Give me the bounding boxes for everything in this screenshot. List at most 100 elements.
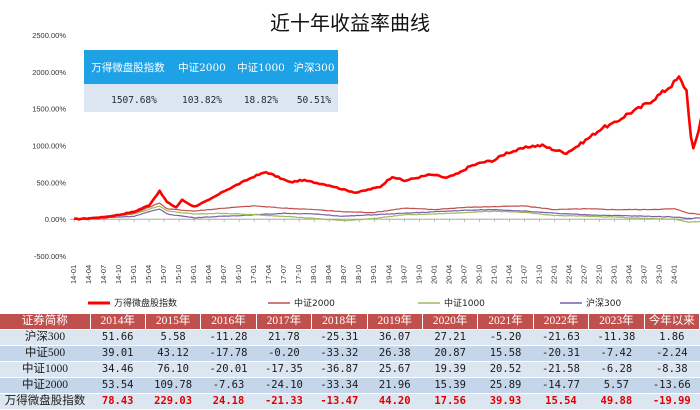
table-cell: -36.87 xyxy=(311,361,368,378)
table-cell: 34.46 xyxy=(90,361,146,378)
info-header: 沪深300 xyxy=(293,61,334,74)
info-value: 50.51% xyxy=(297,95,332,106)
x-tick-label: 16-04 xyxy=(204,265,213,284)
x-tick-label: 23-04 xyxy=(624,265,633,284)
table-column-header: 证券简称 xyxy=(0,314,91,330)
x-tick-label: 16-07 xyxy=(219,265,228,284)
info-value: 103.82% xyxy=(182,95,222,106)
table-cell: -6.28 xyxy=(588,361,645,378)
cumulative-return-box: 万得微盘股指数 中证2000 中证1000 沪深300 1507.68% 103.82%… xyxy=(84,50,338,112)
x-tick-label: 20-01 xyxy=(429,265,438,284)
series-line-2 xyxy=(73,205,700,223)
x-tick-label: 15-01 xyxy=(129,265,138,284)
info-header: 中证2000 xyxy=(178,61,226,74)
table-cell: -5.20 xyxy=(477,329,534,346)
x-tick-label: 20-10 xyxy=(474,265,483,284)
x-tick-label: 22-04 xyxy=(564,265,573,284)
y-tick-label: 1500.00% xyxy=(32,105,66,114)
x-tick-label: 15-10 xyxy=(174,265,183,284)
x-tick-label: 22-07 xyxy=(579,265,588,284)
table-cell: 24.18 xyxy=(200,393,257,409)
table-cell: -20.01 xyxy=(200,361,257,378)
table-column-header: 2021年 xyxy=(477,314,534,330)
table-cell: 25.67 xyxy=(367,361,423,378)
x-tick-label: 17-07 xyxy=(279,265,288,284)
legend-label: 中证2000 xyxy=(294,297,335,309)
table-cell: 27.21 xyxy=(422,329,478,346)
table-row: 中证1000 34.46 76.10 -20.01 -17.35 -36.87 25.67 1… xyxy=(0,361,700,378)
table-cell: 39.93 xyxy=(477,393,534,409)
x-tick-label: 18-04 xyxy=(324,265,333,284)
table-cell: 1.86 xyxy=(644,329,700,346)
table-row: 中证2000 53.54 109.78 -7.63 -24.10 -33.34 21.96 1… xyxy=(0,377,700,394)
table-cell: 20.52 xyxy=(477,361,534,378)
x-tick-label: 16-01 xyxy=(189,265,198,284)
table-cell: 20.87 xyxy=(422,345,478,362)
table-column-header: 2022年 xyxy=(533,314,590,330)
x-tick-label: 15-04 xyxy=(144,265,153,284)
info-header: 中证1000 xyxy=(237,61,285,74)
info-value: 1507.68% xyxy=(111,95,157,106)
x-tick-label: 17-01 xyxy=(249,265,258,284)
table-row-label: 中证1000 xyxy=(0,361,90,378)
x-tick-label: 22-10 xyxy=(594,265,603,284)
table-row-label: 中证2000 xyxy=(0,377,90,394)
x-tick-label: 21-10 xyxy=(534,265,543,284)
x-tick-label: 17-10 xyxy=(294,265,303,284)
table-cell: -20.31 xyxy=(533,345,589,362)
y-tick-label: 0.00% xyxy=(45,215,67,224)
table-row-label: 万得微盘股指数 xyxy=(0,393,90,409)
table-cell: 49.88 xyxy=(588,393,645,409)
table-cell: -21.58 xyxy=(533,361,589,378)
x-tick-label: 21-01 xyxy=(489,265,498,284)
table-cell: 21.96 xyxy=(367,377,423,394)
table-cell: -7.63 xyxy=(200,377,257,394)
table-cell: -2.24 xyxy=(644,345,700,362)
x-tick-label: 19-10 xyxy=(414,265,423,284)
x-tick-label: 18-10 xyxy=(354,265,363,284)
table-cell: -33.34 xyxy=(311,377,368,394)
x-tick-label: 24-01 xyxy=(669,265,678,284)
y-tick-label: 2000.00% xyxy=(32,68,66,77)
x-tick-label: 19-07 xyxy=(399,265,408,284)
y-axis: 2500.00% 2000.00% 1500.00% 1000.00% 500.00% 0… xyxy=(32,31,66,261)
table-cell: 15.54 xyxy=(533,393,589,409)
x-tick-label: 15-07 xyxy=(159,265,168,284)
x-tick-label: 14-04 xyxy=(84,265,93,284)
table-column-header: 2020年 xyxy=(422,314,479,330)
table-cell: 109.78 xyxy=(145,377,201,394)
table-cell: -17.78 xyxy=(200,345,257,362)
x-tick-label: 23-07 xyxy=(639,265,648,284)
table-row: 中证500 39.01 43.12 -17.78 -0.20 -33.32 26.38 20.… xyxy=(0,345,700,362)
table-column-header: 2023年 xyxy=(588,314,645,330)
table-row-label: 中证500 xyxy=(0,345,90,362)
x-axis: 14-01 14-04 14-07 14-10 15-01 15-04 15-07 15-10… xyxy=(69,218,692,284)
table-cell: -11.38 xyxy=(588,329,645,346)
x-tick-label: 23-01 xyxy=(609,265,618,284)
legend-label: 万得微盘股指数 xyxy=(114,297,177,309)
x-tick-label: 21-04 xyxy=(504,265,513,284)
table-cell: -14.77 xyxy=(533,377,589,394)
table-header-row: 证券简称 2014年 2015年 2016年 2017年 2018年 2019年 2020年 2… xyxy=(0,314,700,330)
chart-title: 近十年收益率曲线 xyxy=(270,11,430,35)
table-cell: 36.07 xyxy=(367,329,423,346)
table-cell: -11.28 xyxy=(200,329,257,346)
table-cell: 25.89 xyxy=(477,377,534,394)
table-column-header: 2015年 xyxy=(145,314,202,330)
table-cell: -0.20 xyxy=(256,345,312,362)
x-tick-label: 14-10 xyxy=(114,265,123,284)
table-cell: -24.10 xyxy=(256,377,312,394)
y-tick-label: -500.00% xyxy=(34,252,66,261)
table-row-label: 沪深300 xyxy=(0,329,90,346)
x-tick-label: 19-01 xyxy=(369,265,378,284)
table-cell: 15.58 xyxy=(477,345,534,362)
table-cell: 76.10 xyxy=(145,361,201,378)
table-cell: 53.54 xyxy=(90,377,146,394)
series-line-0 xyxy=(73,75,700,221)
table-column-header: 今年以来 xyxy=(644,314,700,330)
table-cell: -17.35 xyxy=(256,361,312,378)
table-cell: 5.58 xyxy=(145,329,201,346)
info-value: 18.82% xyxy=(244,95,279,106)
legend-label: 沪深300 xyxy=(586,297,621,309)
table-cell: -13.66 xyxy=(644,377,700,394)
